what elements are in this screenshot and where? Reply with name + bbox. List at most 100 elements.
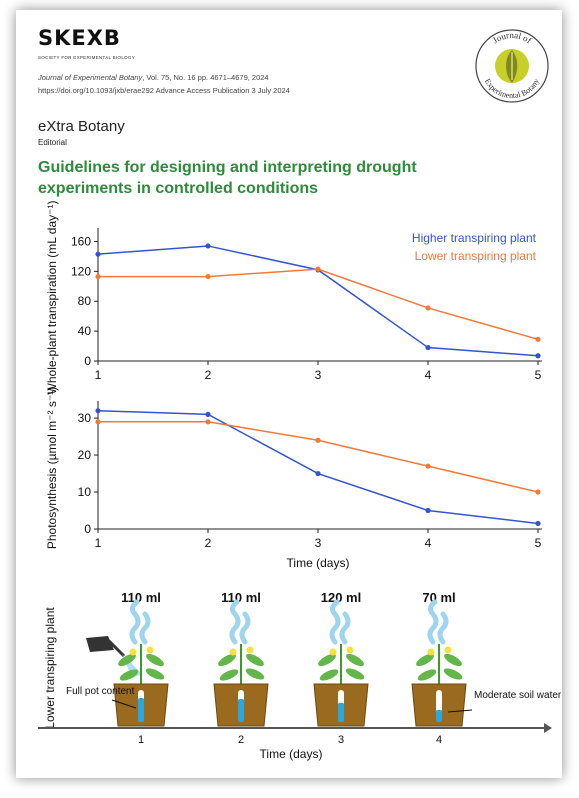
- photosynthesis-chart: 0 10 20 30 1 2 3 4 5 Photosynthesis (µmol m⁻² s⁻¹…: [45, 387, 542, 570]
- seb-logo: SKEXB: [38, 26, 121, 50]
- x-tick-label: 3: [315, 536, 322, 550]
- y-tick-label: 80: [78, 294, 92, 308]
- plant-pot-day-4: 70 ml 4: [411, 590, 467, 746]
- day-tick-label: 2: [238, 734, 244, 746]
- x-tick-label: 5: [535, 368, 542, 382]
- plant-pot-day-3: 120 ml 3: [313, 590, 369, 746]
- data-point-lower: [315, 437, 321, 443]
- leaf-icon: [245, 668, 265, 680]
- x-tick-label: 5: [535, 536, 542, 550]
- transpiration-chart: 0 40 80 120 160 1 2 3 4 5 Whole-plant transpiratio…: [45, 201, 542, 395]
- day-tick-label: 4: [436, 734, 442, 746]
- vapor-icon: [229, 599, 251, 645]
- vapor-icon: [427, 599, 449, 645]
- time-axis-arrow-icon: [544, 723, 552, 733]
- annotation-arrow-left: [111, 699, 137, 709]
- y-tick-label: 40: [78, 324, 92, 338]
- time-axis-label: Time (days): [260, 747, 323, 761]
- article-title: Guidelines for designing and interpretin…: [38, 159, 417, 197]
- leaf-icon: [443, 668, 463, 680]
- leaf-icon: [318, 653, 336, 667]
- series-name: eXtra Botany: [38, 118, 125, 135]
- leaf-icon: [218, 653, 236, 667]
- data-point-lower: [535, 489, 541, 495]
- data-point-lower: [205, 273, 211, 280]
- paper-page: SKEXB SOCIETY FOR EXPERIMENTAL BIOLOGY J…: [16, 10, 562, 778]
- y-tick-label: 10: [78, 485, 92, 499]
- society-name: SOCIETY FOR EXPERIMENTAL BIOLOGY: [38, 55, 136, 60]
- leaf-icon: [346, 653, 364, 667]
- water-level-fill: [138, 698, 144, 722]
- plant-pot-day-2: 110 ml 2: [213, 590, 269, 746]
- day-tick-label: 3: [338, 734, 344, 746]
- flower-icon: [444, 646, 452, 654]
- plant-pot-day-1: 110 ml 1: [113, 590, 169, 746]
- vapor-icon: [129, 599, 151, 645]
- data-point-lower: [95, 419, 101, 425]
- data-point-higher: [535, 353, 541, 359]
- x-axis-label: Time (days): [287, 556, 350, 570]
- series-line-lower: [98, 268, 539, 341]
- data-point-higher: [425, 507, 431, 514]
- leaf-icon: [145, 668, 165, 680]
- leaf-icon: [319, 669, 339, 681]
- day-tick-label: 1: [138, 734, 144, 746]
- x-tick-label: 1: [95, 536, 102, 550]
- vapor-icon: [329, 599, 351, 645]
- legend-entry-higher: Higher transpiring plant: [412, 231, 537, 245]
- data-point-higher: [205, 243, 211, 249]
- x-tick-label: 2: [205, 536, 212, 550]
- data-point-higher: [95, 408, 101, 414]
- legend-entry-lower: Lower transpiring plant: [415, 249, 537, 263]
- leaf-icon: [416, 653, 434, 667]
- citation-journal: Journal of Experimental Botany: [38, 73, 143, 82]
- row-label: Lower transpiring plant: [43, 607, 57, 729]
- leaf-icon: [219, 669, 239, 681]
- water-volume-label: 110 ml: [121, 590, 161, 605]
- data-point-higher: [205, 411, 211, 417]
- y-tick-label: 30: [78, 411, 92, 425]
- flower-icon: [329, 648, 337, 656]
- leaf-icon: [119, 669, 139, 681]
- data-point-higher: [95, 251, 101, 257]
- y-axis-label: Whole-plant transpiration (mL day⁻¹): [45, 201, 59, 395]
- flower-icon: [346, 646, 354, 654]
- data-point-lower: [205, 419, 211, 425]
- leaf-icon: [417, 669, 437, 681]
- flower-icon: [427, 648, 435, 656]
- citation: Journal of Experimental Botany, Vol. 75,…: [38, 73, 269, 82]
- data-point-lower: [425, 305, 431, 311]
- flower-icon: [129, 648, 137, 656]
- data-point-lower: [95, 273, 101, 280]
- flower-icon: [229, 648, 237, 656]
- annotation-moderate-soil: Moderate soil water content: [474, 690, 562, 701]
- y-axis-label: Photosynthesis (µmol m⁻² s⁻¹): [45, 387, 59, 549]
- leaf-icon: [345, 668, 365, 680]
- svg-text:Journal of: Journal of: [491, 30, 534, 45]
- article-type: Editorial: [38, 138, 67, 147]
- data-point-lower: [425, 463, 431, 469]
- water-volume-label: 110 ml: [221, 590, 261, 605]
- water-level-fill: [238, 698, 244, 722]
- leaf-icon: [146, 653, 164, 667]
- x-tick-label: 3: [315, 368, 322, 382]
- y-tick-label: 160: [71, 234, 91, 248]
- x-tick-label: 4: [425, 536, 432, 550]
- doi-line[interactable]: https://doi.org/10.1093/jxb/erae292 Adva…: [38, 86, 290, 95]
- leaf-icon: [118, 653, 136, 667]
- journal-seal-icon: Journal of Experimental Botany: [475, 29, 549, 103]
- series-line-lower: [98, 421, 539, 493]
- flower-icon: [246, 646, 254, 654]
- water-level-fill: [436, 709, 442, 722]
- x-tick-label: 2: [205, 368, 212, 382]
- data-point-lower: [315, 266, 321, 272]
- leaf-icon: [444, 653, 462, 667]
- y-tick-label: 0: [84, 522, 91, 536]
- y-tick-label: 0: [84, 354, 91, 368]
- citation-details: , Vol. 75, No. 16 pp. 4671–4679, 2024: [142, 73, 269, 82]
- y-tick-label: 120: [71, 264, 91, 278]
- y-tick-label: 20: [78, 448, 92, 462]
- water-volume-label: 70 ml: [422, 590, 455, 605]
